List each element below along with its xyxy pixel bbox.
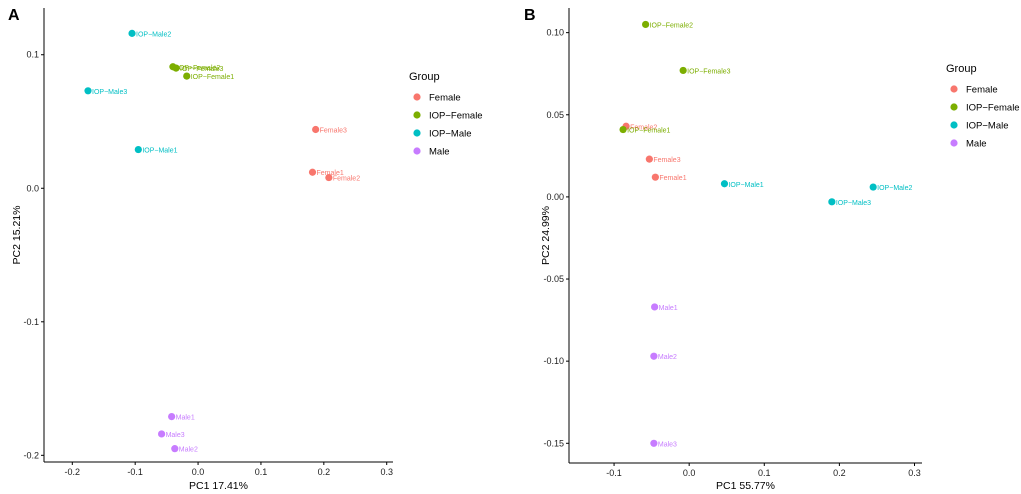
data-point (619, 125, 627, 134)
x-tick-label: 0.1 (255, 467, 268, 477)
data-point (172, 64, 180, 72)
panel-letter: A (8, 7, 20, 24)
legend-entry-label: Male (966, 139, 987, 150)
point-label: IOP−Female1 (627, 128, 670, 135)
x-tick-label: -0.2 (65, 467, 81, 477)
legend-entry-label: IOP−Male (429, 129, 472, 140)
point-label: IOP−Female3 (687, 68, 730, 75)
panel-b: B -0.1 0.0 0.1 0.2 0.3 -0.15 -0.10 -0.05 0.00 0.05… (524, 7, 1020, 492)
data-point (84, 87, 92, 95)
data-point (325, 173, 333, 182)
point-label: IOP−Female2 (177, 65, 220, 72)
legend-entry-label: Female (429, 93, 461, 104)
point-label: Male3 (166, 432, 185, 439)
point-label: IOP−Female3 (180, 66, 223, 73)
y-tick-label: 0.1 (26, 50, 39, 60)
y-tick-label: 0.05 (546, 110, 564, 120)
y-tick-label: -0.2 (23, 450, 39, 460)
data-point (650, 352, 658, 360)
legend: Group Female IOP−Female IOP−Male Male (409, 71, 483, 158)
x-tick-label: 0.3 (380, 467, 393, 477)
x-axis-title: PC1 17.41% (189, 480, 248, 492)
legend-entry-label: Female (966, 85, 998, 96)
y-axis-title: PC2 15.21% (11, 206, 23, 265)
panel-a: A -0.2 -0.1 0.0 0.1 0.2 0.3 -0.2 -0.1 0.0 0.1 PC1 1… (8, 7, 483, 492)
legend-entry-label: IOP−Female (429, 111, 483, 122)
data-point (642, 20, 650, 29)
data-point (128, 29, 136, 37)
data-point (651, 173, 659, 181)
legend-title: Group (409, 71, 440, 83)
point-label: IOP−Female1 (191, 74, 234, 81)
data-point (679, 66, 687, 75)
data-point (651, 303, 659, 311)
x-tick-label: 0.2 (318, 467, 331, 477)
x-tick-label: 0.2 (833, 468, 846, 478)
point-label: Female2 (630, 124, 657, 131)
data-point (828, 198, 836, 206)
point-label: Female1 (317, 170, 344, 177)
data-point (720, 180, 729, 188)
data-point (869, 183, 877, 191)
data-point (308, 168, 317, 176)
point-label: IOP−Male3 (92, 89, 127, 96)
x-tick-label: 0.0 (192, 467, 205, 477)
point-label: Female3 (653, 157, 680, 164)
y-tick-label: -0.05 (543, 274, 564, 284)
legend-entry-label: IOP−Female (966, 103, 1020, 114)
data-point (645, 155, 653, 163)
legend-entry-label: IOP−Male (966, 121, 1009, 132)
data-point (183, 72, 191, 80)
point-label: IOP−Male1 (142, 148, 177, 155)
x-tick-label: -0.1 (127, 467, 143, 477)
legend-swatch (413, 111, 421, 119)
legend-swatch (950, 121, 958, 129)
point-label: Female3 (320, 128, 347, 135)
data-point (168, 413, 176, 421)
legend-swatch (950, 103, 958, 111)
point-label: IOP−Female2 (650, 22, 693, 29)
legend-swatch (950, 85, 958, 93)
y-axis-title: PC2 24.99% (540, 206, 552, 265)
point-label: Female2 (333, 176, 360, 183)
legend-entry-label: Male (429, 147, 450, 158)
legend-swatch (413, 129, 421, 137)
x-tick-label: -0.1 (606, 468, 622, 478)
y-tick-label: -0.1 (23, 317, 39, 327)
y-tick-label: -0.10 (543, 356, 564, 366)
point-label: Male2 (179, 447, 198, 454)
data-point (157, 430, 166, 438)
y-tick-label: 0.10 (546, 28, 564, 38)
x-tick-label: 0.1 (758, 468, 771, 478)
y-tick-label: -0.15 (543, 438, 564, 448)
y-tick-label: 0.0 (26, 183, 39, 193)
point-label: IOP−Male1 (728, 182, 763, 189)
point-label: IOP−Male2 (877, 185, 912, 192)
point-label: Male1 (659, 305, 678, 312)
point-label: IOP−Male3 (836, 200, 871, 207)
y-tick-label: 0.00 (546, 192, 564, 202)
point-label: Male1 (176, 415, 195, 422)
legend-swatch (413, 93, 421, 101)
point-label: Male2 (658, 354, 677, 361)
data-point (650, 439, 658, 447)
point-label: Male3 (658, 441, 677, 448)
panel-letter: B (524, 7, 536, 24)
legend-swatch (950, 139, 958, 147)
point-label: IOP−Male2 (136, 31, 171, 38)
x-tick-label: 0.0 (683, 468, 696, 478)
data-point (134, 145, 142, 154)
x-tick-label: 0.3 (908, 468, 921, 478)
legend: Group Female IOP−Female IOP−Male Male (946, 63, 1020, 150)
data-point (171, 445, 179, 453)
legend-swatch (413, 147, 421, 155)
x-axis-title: PC1 55.77% (716, 480, 775, 492)
point-label: Female1 (659, 175, 686, 182)
legend-title: Group (946, 63, 977, 75)
data-point (312, 125, 320, 134)
